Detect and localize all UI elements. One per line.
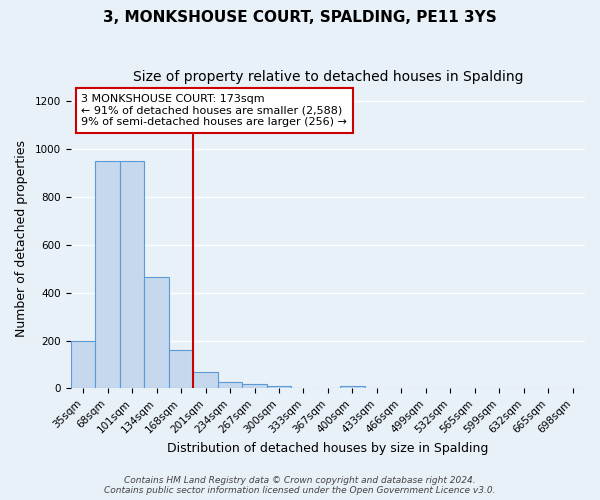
Bar	[71, 340, 95, 388]
Bar	[242, 384, 267, 388]
Bar	[169, 350, 193, 389]
Bar	[340, 386, 365, 388]
Bar	[218, 382, 242, 388]
Bar	[193, 372, 218, 388]
Text: 3 MONKSHOUSE COURT: 173sqm
← 91% of detached houses are smaller (2,588)
9% of se: 3 MONKSHOUSE COURT: 173sqm ← 91% of deta…	[81, 94, 347, 127]
Y-axis label: Number of detached properties: Number of detached properties	[15, 140, 28, 338]
X-axis label: Distribution of detached houses by size in Spalding: Distribution of detached houses by size …	[167, 442, 488, 455]
Title: Size of property relative to detached houses in Spalding: Size of property relative to detached ho…	[133, 70, 523, 84]
Bar	[120, 161, 145, 388]
Text: 3, MONKSHOUSE COURT, SPALDING, PE11 3YS: 3, MONKSHOUSE COURT, SPALDING, PE11 3YS	[103, 10, 497, 25]
Bar	[95, 161, 120, 388]
Text: Contains HM Land Registry data © Crown copyright and database right 2024.
Contai: Contains HM Land Registry data © Crown c…	[104, 476, 496, 495]
Bar	[267, 386, 291, 388]
Bar	[145, 277, 169, 388]
